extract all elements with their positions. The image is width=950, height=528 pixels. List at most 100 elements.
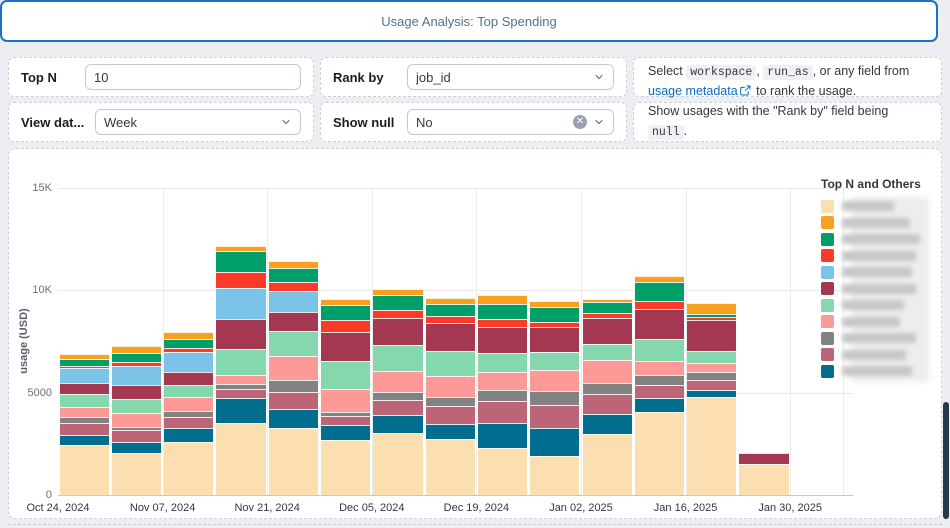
bar-segment-series_8_redacted[interactable] xyxy=(268,355,318,380)
bar-segment-series_2_redacted[interactable] xyxy=(111,345,162,353)
bar-segment-series_6_redacted[interactable] xyxy=(268,312,318,332)
bar-segment-series_7_redacted[interactable] xyxy=(687,351,737,364)
bar-segment-series_10_redacted[interactable] xyxy=(687,380,737,390)
bar-dec-19-2024[interactable] xyxy=(477,149,528,495)
bar-segment-series_11_redacted[interactable] xyxy=(216,398,266,423)
bar-segment-series_3_redacted[interactable] xyxy=(373,295,423,311)
clear-selection-icon[interactable]: ✕ xyxy=(573,115,587,129)
bar-segment-series_2_redacted[interactable] xyxy=(321,299,371,306)
bar-segment-series_11_redacted[interactable] xyxy=(582,413,632,435)
bar-segment-series_3_redacted[interactable] xyxy=(268,268,318,283)
bar-segment-series_1_redacted[interactable] xyxy=(477,447,528,495)
bar-segment-series_7_redacted[interactable] xyxy=(321,361,371,389)
bar-segment-series_3_redacted[interactable] xyxy=(687,314,737,317)
bar-segment-series_10_redacted[interactable] xyxy=(477,401,528,423)
bar-segment-series_8_redacted[interactable] xyxy=(111,412,162,427)
bar-segment-series_6_redacted[interactable] xyxy=(687,320,737,352)
legend-item-series_7_redacted[interactable] xyxy=(821,297,939,314)
bar-segment-series_9_redacted[interactable] xyxy=(687,372,737,381)
bar-segment-series_8_redacted[interactable] xyxy=(634,360,685,376)
bar-segment-series_1_redacted[interactable] xyxy=(164,442,214,495)
bar-nov-21-2024[interactable] xyxy=(268,149,318,495)
bar-segment-series_7_redacted[interactable] xyxy=(477,353,528,372)
bar-segment-series_3_redacted[interactable] xyxy=(216,251,266,272)
bar-segment-series_9_redacted[interactable] xyxy=(321,411,371,417)
bar-segment-series_9_redacted[interactable] xyxy=(582,382,632,394)
bar-nov-07-2024[interactable] xyxy=(164,149,214,495)
bar-segment-series_11_redacted[interactable] xyxy=(59,434,109,445)
bar-segment-series_11_redacted[interactable] xyxy=(321,425,371,440)
bar-segment-series_7_redacted[interactable] xyxy=(164,385,214,398)
bar-segment-series_6_redacted[interactable] xyxy=(373,318,423,346)
bar-segment-series_3_redacted[interactable] xyxy=(425,304,475,316)
bar-segment-series_2_redacted[interactable] xyxy=(268,260,318,269)
bar-segment-series_10_redacted[interactable] xyxy=(373,400,423,416)
bar-segment-series_11_redacted[interactable] xyxy=(687,390,737,397)
bar-segment-series_4_redacted[interactable] xyxy=(530,322,580,328)
bar-segment-series_1_redacted[interactable] xyxy=(321,439,371,495)
bar-segment-series_5_redacted[interactable] xyxy=(216,288,266,319)
bar-segment-series_10_redacted[interactable] xyxy=(321,416,371,425)
bar-segment-series_10_redacted[interactable] xyxy=(59,422,109,435)
bar-segment-series_3_redacted[interactable] xyxy=(111,352,162,363)
bar-segment-series_10_redacted[interactable] xyxy=(634,384,685,398)
bar-segment-series_5_redacted[interactable] xyxy=(111,366,162,385)
bar-segment-series_1_redacted[interactable] xyxy=(530,455,580,495)
bar-segment-series_11_redacted[interactable] xyxy=(477,422,528,448)
bar-segment-series_9_redacted[interactable] xyxy=(425,397,475,406)
bar-segment-series_2_redacted[interactable] xyxy=(687,302,737,315)
bar-segment-series_6_redacted[interactable] xyxy=(321,332,371,362)
bar-segment-series_2_redacted[interactable] xyxy=(530,300,580,308)
bar-segment-series_7_redacted[interactable] xyxy=(216,348,266,376)
bar-oct-31-2024[interactable] xyxy=(111,149,162,495)
bar-jan-16-2025[interactable] xyxy=(687,149,737,495)
bar-segment-series_10_redacted[interactable] xyxy=(268,392,318,409)
legend-item-series_2_redacted[interactable] xyxy=(821,215,939,232)
usage-metadata-link[interactable]: usage metadata xyxy=(648,83,738,98)
bar-segment-series_2_redacted[interactable] xyxy=(216,245,266,252)
bar-segment-series_8_redacted[interactable] xyxy=(477,371,528,390)
bar-segment-series_1_redacted[interactable] xyxy=(582,434,632,495)
bar-segment-series_1_redacted[interactable] xyxy=(59,444,109,495)
bar-segment-series_6_redacted[interactable] xyxy=(216,318,266,349)
bar-segment-series_1_redacted[interactable] xyxy=(373,433,423,495)
bar-segment-series_6_redacted[interactable] xyxy=(477,326,528,354)
bar-segment-series_2_redacted[interactable] xyxy=(634,275,685,282)
legend-item-series_5_redacted[interactable] xyxy=(821,264,939,281)
bar-segment-series_6_redacted[interactable] xyxy=(530,327,580,352)
bar-segment-series_5_redacted[interactable] xyxy=(59,368,109,383)
bar-segment-series_11_redacted[interactable] xyxy=(268,408,318,428)
bar-segment-series_2_redacted[interactable] xyxy=(477,295,528,304)
bar-segment-series_11_redacted[interactable] xyxy=(530,427,580,456)
bar-segment-series_3_redacted[interactable] xyxy=(530,307,580,323)
bar-jan-23-2025[interactable] xyxy=(739,149,789,495)
bar-segment-series_11_redacted[interactable] xyxy=(425,423,475,439)
bar-segment-series_1_redacted[interactable] xyxy=(216,422,266,495)
bar-segment-series_1_redacted[interactable] xyxy=(268,427,318,495)
bar-segment-series_10_redacted[interactable] xyxy=(111,429,162,443)
bar-segment-series_10_redacted[interactable] xyxy=(164,417,214,429)
bar-segment-series_8_redacted[interactable] xyxy=(373,371,423,392)
bar-segment-series_5_redacted[interactable] xyxy=(268,291,318,313)
legend-item-series_8_redacted[interactable] xyxy=(821,314,939,331)
bar-nov-14-2024[interactable] xyxy=(216,149,266,495)
bar-segment-series_8_redacted[interactable] xyxy=(687,363,737,373)
bar-segment-series_4_redacted[interactable] xyxy=(425,315,475,323)
bar-segment-series_9_redacted[interactable] xyxy=(373,391,423,401)
bar-segment-series_7_redacted[interactable] xyxy=(373,345,423,372)
legend-item-series_4_redacted[interactable] xyxy=(821,248,939,265)
bar-segment-series_6_redacted[interactable] xyxy=(425,322,475,352)
bar-jan-09-2025[interactable] xyxy=(634,149,685,495)
bar-segment-series_5_redacted[interactable] xyxy=(164,352,214,372)
bar-segment-series_2_redacted[interactable] xyxy=(425,297,475,305)
bar-segment-series_1_redacted[interactable] xyxy=(687,396,737,495)
bar-segment-series_7_redacted[interactable] xyxy=(634,339,685,361)
bar-segment-series_4_redacted[interactable] xyxy=(111,362,162,367)
show-null-select[interactable]: No ✕ xyxy=(407,109,614,135)
bar-segment-series_11_redacted[interactable] xyxy=(373,415,423,434)
bar-dec-26-2024[interactable] xyxy=(530,149,580,495)
bar-segment-series_7_redacted[interactable] xyxy=(268,331,318,356)
bar-segment-series_8_redacted[interactable] xyxy=(59,406,109,417)
bar-segment-series_8_redacted[interactable] xyxy=(164,397,214,411)
bar-segment-series_1_redacted[interactable] xyxy=(634,411,685,495)
